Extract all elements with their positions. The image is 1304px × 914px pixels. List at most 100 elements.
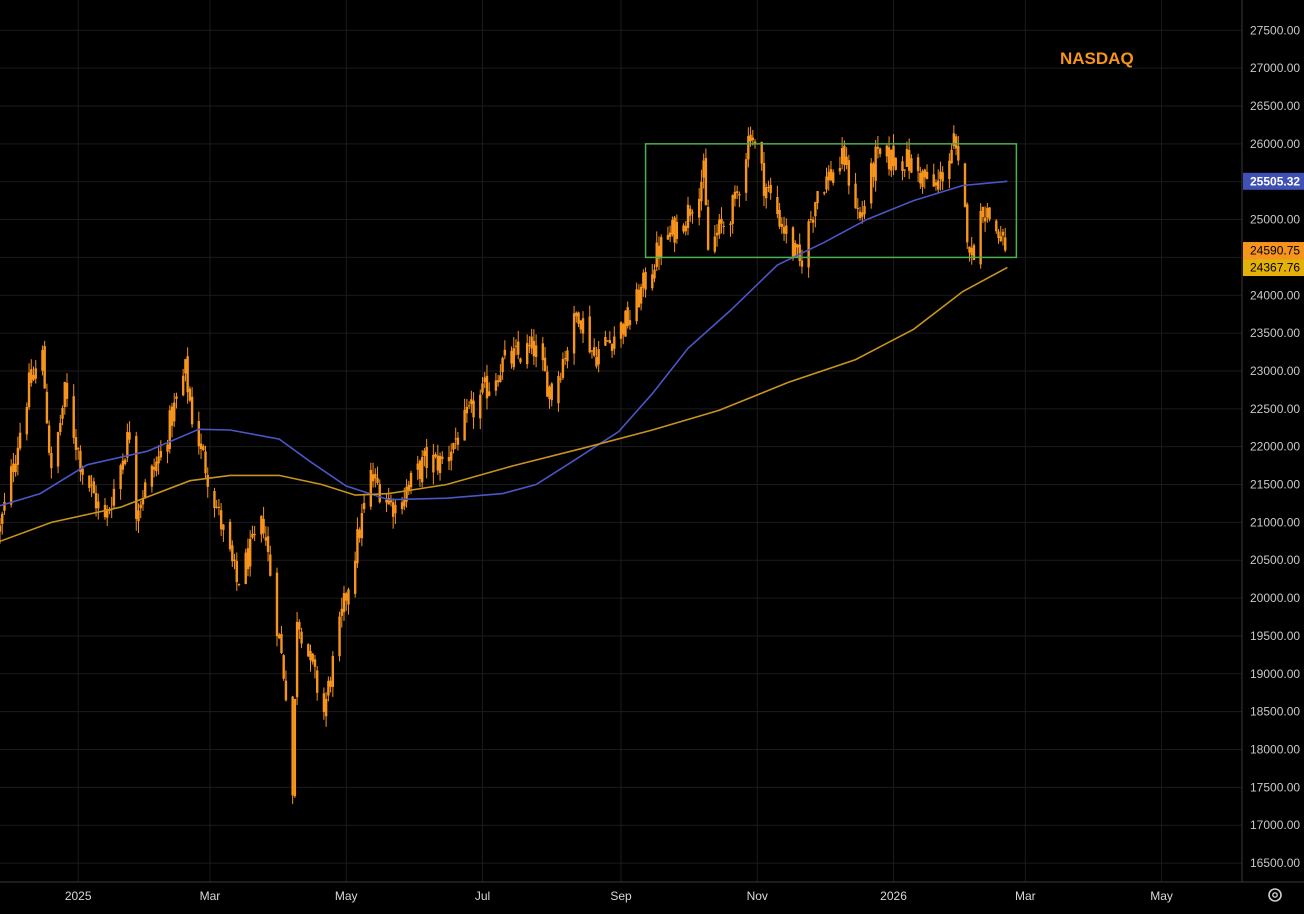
candle-body xyxy=(479,394,482,419)
candle-body xyxy=(32,374,35,380)
candle-body xyxy=(832,172,835,183)
candle-body xyxy=(253,534,256,536)
candle-body xyxy=(525,343,529,365)
candle-body xyxy=(642,272,645,288)
candle-body xyxy=(749,134,752,142)
candle-body xyxy=(713,236,717,252)
candle-body xyxy=(921,171,924,187)
ma-slow-line xyxy=(0,266,1008,543)
candle-body xyxy=(385,499,388,503)
candle-body xyxy=(43,346,46,389)
price-axis[interactable]: 16500.00 17000.00 17500.00 18000.00 18500.00… xyxy=(1250,23,1300,870)
candle-body xyxy=(796,244,799,248)
candle-body xyxy=(190,396,194,425)
candle-body xyxy=(744,159,748,193)
candle-body xyxy=(14,463,17,473)
candle-body xyxy=(213,490,216,508)
candle-body xyxy=(362,503,366,510)
chart-title: NASDAQ xyxy=(1060,49,1134,68)
candle-body xyxy=(823,192,826,194)
price-tick-label: 17000.00 xyxy=(1250,818,1300,832)
candle-body xyxy=(872,163,875,177)
candle-body xyxy=(903,169,906,171)
price-tick-label: 19500.00 xyxy=(1250,629,1300,643)
candle-body xyxy=(454,438,457,440)
candle-body xyxy=(858,211,862,219)
candle-body xyxy=(246,548,250,570)
candle-body xyxy=(597,349,600,365)
candle-body xyxy=(197,421,201,447)
candle-body xyxy=(595,357,598,367)
range-rectangle[interactable] xyxy=(644,143,1018,259)
candle-body xyxy=(181,375,185,396)
candle-body xyxy=(63,381,66,407)
candle-body xyxy=(861,212,864,217)
time-axis[interactable]: 2025 Mar May Jul Sep Nov 2026 Mar May xyxy=(65,889,1173,903)
candle-body xyxy=(244,552,247,585)
candle-body xyxy=(450,451,453,461)
candle-body xyxy=(282,655,285,679)
candle-body xyxy=(827,171,830,181)
candle-body xyxy=(651,274,654,289)
candle-body xyxy=(106,509,109,518)
candle-body xyxy=(970,247,973,256)
candle-body xyxy=(12,463,15,472)
candle-body xyxy=(18,432,22,449)
candle-body xyxy=(825,176,828,190)
candle-body xyxy=(854,183,857,209)
candle-body xyxy=(389,498,393,503)
candle-body xyxy=(715,232,719,236)
price-tick-label: 23000.00 xyxy=(1250,364,1300,378)
candle-body xyxy=(360,513,364,539)
candle-body xyxy=(403,498,406,507)
candle-body xyxy=(887,147,891,170)
candle-body xyxy=(700,181,703,202)
price-tick-label: 17500.00 xyxy=(1250,780,1300,794)
candle-body xyxy=(157,456,160,464)
candle-body xyxy=(635,289,638,322)
price-tick-label: 20000.00 xyxy=(1250,591,1300,605)
candle-body xyxy=(416,463,419,470)
candle-body xyxy=(954,136,958,149)
candle-body xyxy=(910,158,913,173)
settings-gear-icon[interactable] xyxy=(1268,888,1282,902)
candle-body xyxy=(579,320,582,330)
candle-body xyxy=(764,187,768,199)
ma-slow-path xyxy=(0,266,1008,543)
candle-body xyxy=(27,372,31,408)
candle-body xyxy=(847,160,851,186)
candle-body xyxy=(916,157,920,171)
candle-body xyxy=(682,225,685,232)
price-tick-label: 26500.00 xyxy=(1250,99,1300,113)
candle-body xyxy=(266,536,270,552)
candle-body xyxy=(566,350,569,362)
candle-body xyxy=(845,156,848,165)
candle-body xyxy=(16,447,20,465)
candle-body xyxy=(778,209,781,227)
candle-body xyxy=(939,171,942,180)
candle-body xyxy=(760,141,763,164)
candle-body xyxy=(327,680,330,696)
candle-body xyxy=(856,207,859,209)
candle-body xyxy=(94,492,98,509)
price-tick-label: 27000.00 xyxy=(1250,61,1300,75)
candle-body xyxy=(152,466,156,470)
candle-body xyxy=(452,442,455,450)
range-box[interactable] xyxy=(644,143,1018,259)
candle-body xyxy=(79,450,82,472)
candle-body xyxy=(613,336,616,349)
candle-body xyxy=(829,169,833,181)
ma-slow-badge-label: 24367.76 xyxy=(1250,261,1300,275)
candle-body xyxy=(159,450,163,458)
candle-body xyxy=(465,406,469,414)
candle-body xyxy=(371,474,375,482)
candle-body xyxy=(369,470,373,507)
candle-body xyxy=(228,521,232,550)
candle-body xyxy=(563,358,567,360)
candle-body xyxy=(316,670,319,693)
candle-body xyxy=(619,322,623,339)
candle-body xyxy=(644,271,647,290)
candle-body xyxy=(606,340,609,342)
price-tick-label: 22500.00 xyxy=(1250,402,1300,416)
